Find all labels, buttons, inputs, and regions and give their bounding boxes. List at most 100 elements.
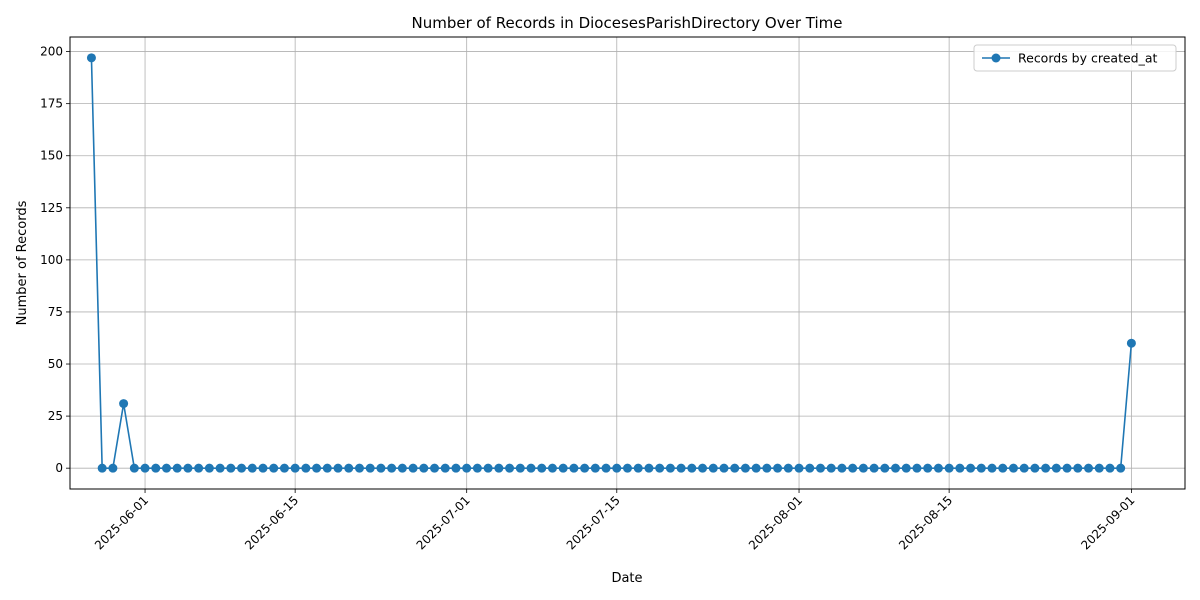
data-point bbox=[494, 463, 504, 473]
data-point bbox=[129, 463, 139, 473]
y-tick-label: 150 bbox=[40, 149, 63, 163]
data-point bbox=[183, 463, 193, 473]
chart-title: Number of Records in DiocesesParishDirec… bbox=[411, 14, 842, 32]
data-point bbox=[805, 463, 815, 473]
data-point bbox=[387, 463, 397, 473]
data-point bbox=[333, 463, 343, 473]
data-point bbox=[730, 463, 740, 473]
grid-lines bbox=[70, 37, 1185, 489]
data-point bbox=[419, 463, 429, 473]
data-point bbox=[966, 463, 976, 473]
data-point bbox=[590, 463, 600, 473]
data-point bbox=[794, 463, 804, 473]
data-point bbox=[848, 463, 858, 473]
data-point bbox=[451, 463, 461, 473]
data-point bbox=[633, 463, 643, 473]
data-point bbox=[933, 463, 943, 473]
data-point bbox=[1084, 463, 1094, 473]
data-point bbox=[1019, 463, 1029, 473]
data-point bbox=[344, 463, 354, 473]
x-axis-label: Date bbox=[611, 571, 642, 586]
data-point bbox=[247, 463, 257, 473]
data-point bbox=[537, 463, 547, 473]
data-point bbox=[762, 463, 772, 473]
data-point bbox=[987, 463, 997, 473]
data-point bbox=[955, 463, 965, 473]
data-point bbox=[569, 463, 579, 473]
data-point bbox=[376, 463, 386, 473]
data-point bbox=[719, 463, 729, 473]
data-point bbox=[901, 463, 911, 473]
axis-ticks: 0 25 50 75 100 125 150 175 200 2025-06-01 2025-06-… bbox=[40, 45, 1137, 553]
data-point bbox=[558, 463, 568, 473]
data-point bbox=[655, 463, 665, 473]
data-point bbox=[354, 463, 364, 473]
y-tick-label: 175 bbox=[40, 97, 63, 111]
data-point bbox=[612, 463, 622, 473]
data-point bbox=[172, 463, 182, 473]
data-point bbox=[1105, 463, 1115, 473]
data-point bbox=[740, 463, 750, 473]
data-point bbox=[1126, 338, 1136, 348]
data-point bbox=[1116, 463, 1126, 473]
series-layer bbox=[86, 53, 1136, 473]
data-point bbox=[1008, 463, 1018, 473]
data-point bbox=[644, 463, 654, 473]
data-point bbox=[472, 463, 482, 473]
y-tick-label: 125 bbox=[40, 201, 63, 215]
data-point bbox=[226, 463, 236, 473]
data-point bbox=[312, 463, 322, 473]
x-tick-label: 2025-07-01 bbox=[414, 493, 473, 552]
data-point bbox=[869, 463, 879, 473]
data-point bbox=[86, 53, 96, 63]
data-point bbox=[676, 463, 686, 473]
x-tick-label: 2025-06-01 bbox=[92, 493, 151, 552]
data-point bbox=[751, 463, 761, 473]
y-tick-label: 50 bbox=[48, 357, 63, 371]
data-point bbox=[547, 463, 557, 473]
y-tick-label: 200 bbox=[40, 45, 63, 59]
data-point bbox=[1062, 463, 1072, 473]
data-point bbox=[998, 463, 1008, 473]
data-point bbox=[1030, 463, 1040, 473]
x-tick-label: 2025-07-15 bbox=[564, 493, 623, 552]
legend-label: Records by created_at bbox=[1018, 51, 1158, 66]
data-point bbox=[826, 463, 836, 473]
data-point bbox=[108, 463, 118, 473]
data-point bbox=[601, 463, 611, 473]
data-point bbox=[290, 463, 300, 473]
data-point bbox=[815, 463, 825, 473]
data-point bbox=[237, 463, 247, 473]
plot-area-frame bbox=[69, 36, 1186, 490]
data-point bbox=[783, 463, 793, 473]
series-line bbox=[90, 57, 1133, 469]
data-point bbox=[880, 463, 890, 473]
y-tick-label: 0 bbox=[55, 461, 63, 475]
data-point bbox=[397, 463, 407, 473]
data-point bbox=[279, 463, 289, 473]
data-point bbox=[891, 463, 901, 473]
data-point bbox=[623, 463, 632, 473]
data-point bbox=[322, 463, 332, 473]
data-point bbox=[944, 463, 954, 473]
data-point bbox=[1051, 463, 1061, 473]
data-point bbox=[837, 463, 847, 473]
data-point bbox=[1094, 463, 1104, 473]
data-point bbox=[140, 463, 150, 473]
data-point bbox=[97, 463, 107, 473]
data-point bbox=[708, 463, 718, 473]
data-point bbox=[119, 399, 129, 409]
data-point bbox=[204, 463, 214, 473]
data-point bbox=[483, 463, 493, 473]
data-point bbox=[161, 463, 171, 473]
data-point bbox=[580, 463, 590, 473]
data-point bbox=[505, 463, 515, 473]
x-tick-label: 2025-08-15 bbox=[896, 493, 955, 552]
y-axis-label: Number of Records bbox=[15, 200, 30, 325]
data-point bbox=[1041, 463, 1051, 473]
data-point bbox=[462, 463, 472, 473]
data-point bbox=[976, 463, 986, 473]
legend-marker-swatch bbox=[991, 53, 1001, 63]
data-point bbox=[773, 463, 783, 473]
